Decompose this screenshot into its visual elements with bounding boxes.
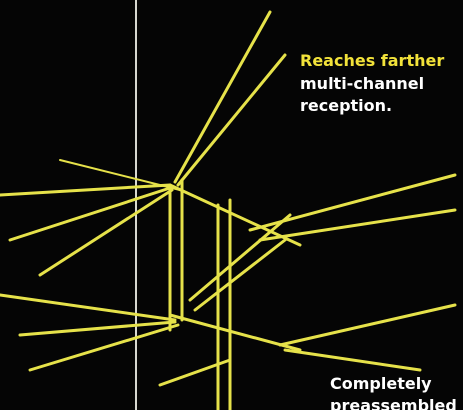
caption-line: multi-channel [300,74,424,93]
caption-line: preassembled [330,396,457,410]
headline: Reaches farther [300,51,444,70]
caption-line: reception. [300,96,392,115]
ad-image: Reaches farther multi-channel reception.… [0,0,463,410]
caption-line: Completely [330,374,432,393]
